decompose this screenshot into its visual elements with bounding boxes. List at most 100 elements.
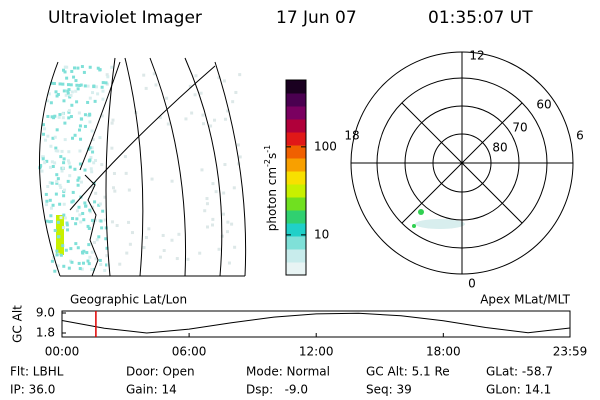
- pixel: [202, 122, 206, 126]
- pixel: [81, 261, 85, 265]
- pixel: [59, 155, 63, 159]
- info-field: GC Alt: 5.1 Re: [366, 365, 450, 379]
- pixel: [193, 93, 197, 97]
- pixel: [118, 262, 122, 266]
- pixel: [223, 163, 227, 167]
- pixel: [70, 69, 74, 73]
- meridian: [105, 57, 116, 277]
- pixel: [89, 167, 93, 171]
- color-band: [286, 210, 306, 224]
- pixel: [97, 203, 101, 207]
- pixel: [124, 171, 128, 175]
- pixel: [59, 253, 63, 257]
- pixel: [100, 226, 104, 230]
- pixel: [94, 257, 98, 261]
- pixel: [70, 103, 74, 107]
- pixel: [100, 85, 104, 89]
- pixel: [80, 267, 84, 271]
- time: 01:35:07 UT: [428, 8, 533, 28]
- meridian: [184, 57, 223, 277]
- pixel: [93, 99, 97, 103]
- pixel: [44, 203, 48, 207]
- pixel: [200, 168, 204, 172]
- pixel: [60, 149, 64, 153]
- pixel: [61, 244, 65, 248]
- pixel: [63, 138, 67, 142]
- pixel: [217, 76, 221, 80]
- pixel: [62, 202, 66, 206]
- exp: -2: [263, 159, 272, 167]
- pixel: [58, 113, 62, 117]
- pixel: [48, 220, 52, 224]
- pixel: [49, 214, 53, 218]
- pixel: [91, 138, 95, 142]
- coastline: [84, 174, 99, 277]
- exp: -1: [263, 145, 272, 153]
- pixel: [64, 93, 68, 97]
- geo-panel: [38, 57, 247, 277]
- pixel: [105, 254, 109, 258]
- pixel: [105, 263, 109, 267]
- pixel: [46, 185, 50, 189]
- pixel: [57, 115, 61, 119]
- pixel: [49, 101, 53, 105]
- pixel: [52, 81, 56, 85]
- pixel: [53, 114, 57, 118]
- pixel: [62, 161, 66, 165]
- pixel: [41, 123, 45, 127]
- pixel: [41, 157, 45, 161]
- pixel: [223, 117, 227, 121]
- pixel: [101, 97, 105, 101]
- pixel: [92, 241, 96, 245]
- aurora: [412, 224, 416, 228]
- pixel: [75, 217, 79, 221]
- pixel: [98, 68, 102, 72]
- pixel: [49, 206, 53, 210]
- pixel: [211, 217, 215, 221]
- pixel: [73, 66, 77, 70]
- pixel: [101, 89, 105, 93]
- color-band: [286, 93, 306, 107]
- pixel: [100, 114, 104, 118]
- pixel: [44, 138, 48, 142]
- pixel: [74, 79, 78, 83]
- pixel: [237, 162, 241, 166]
- pixel: [50, 259, 54, 263]
- pixel: [79, 180, 83, 184]
- limb: [39, 61, 61, 277]
- pixel: [95, 85, 99, 89]
- pixel: [79, 137, 83, 141]
- pixel: [66, 91, 70, 95]
- pixel: [48, 198, 52, 202]
- pixel: [226, 109, 230, 113]
- pixel: [45, 219, 49, 223]
- pixel: [123, 155, 127, 159]
- pixel: [62, 213, 66, 217]
- pixel: [67, 109, 71, 113]
- pixel: [56, 220, 60, 224]
- pixel: [54, 149, 58, 153]
- pixel: [110, 146, 114, 150]
- pixel: [56, 149, 60, 153]
- pixel: [50, 115, 54, 119]
- pixel: [83, 84, 87, 88]
- pixel: [78, 124, 82, 128]
- pixel: [162, 249, 166, 253]
- pixel: [81, 211, 85, 215]
- pixel: [127, 220, 131, 224]
- pixel: [88, 96, 92, 100]
- pixel: [70, 200, 74, 204]
- pixel: [205, 225, 209, 229]
- color-band: [286, 80, 306, 94]
- pixel: [70, 260, 74, 264]
- color-band: [286, 236, 306, 250]
- pixel: [142, 246, 146, 250]
- pixel: [67, 116, 71, 120]
- pixel: [94, 158, 98, 162]
- pixel: [205, 202, 209, 206]
- pixel: [55, 181, 59, 185]
- pixel: [110, 220, 114, 224]
- pixel: [66, 159, 70, 163]
- pixel: [77, 176, 81, 180]
- color-band: [286, 119, 306, 133]
